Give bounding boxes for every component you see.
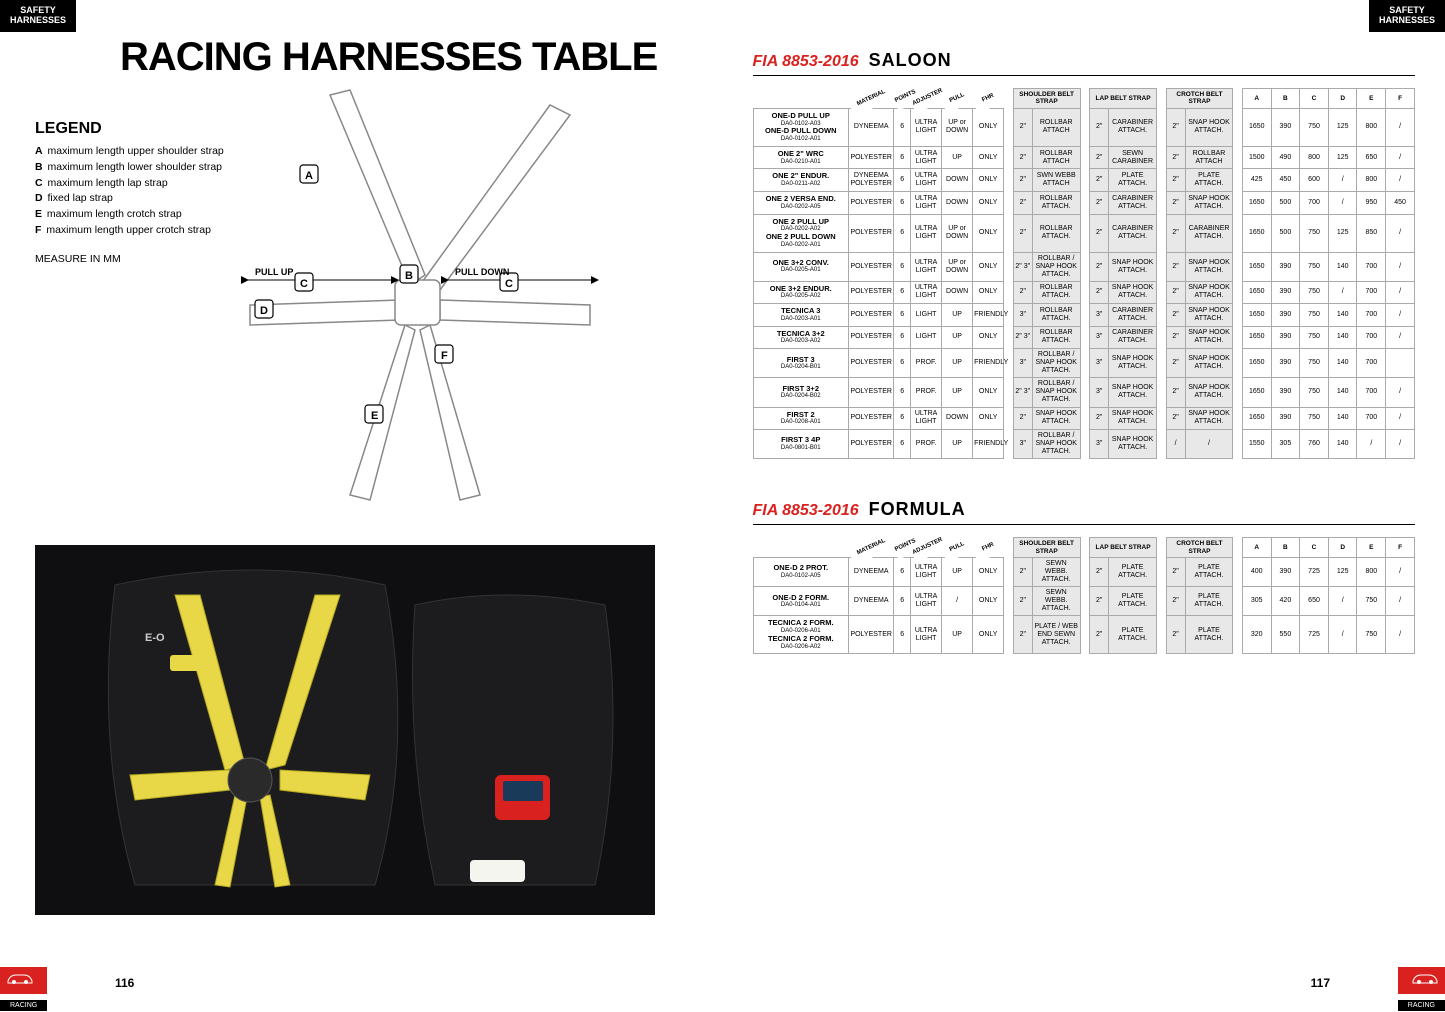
table-row: ONE 3+2 ENDUR.DA0-0205-A02POLYESTER6ULTR…: [753, 281, 1415, 304]
header-tab-left: SAFETYHARNESSES: [0, 0, 76, 32]
table-row: TECNICA 3DA0-0203-A01POLYESTER6LIGHTUPFR…: [753, 304, 1415, 327]
table-row: ONE-D 2 FORM.DA0-0104-A01DYNEEMA6ULTRA L…: [753, 587, 1415, 616]
racing-label: RACING: [1398, 1000, 1445, 1011]
car-icon: [0, 967, 47, 994]
page-number-right: 117: [1311, 976, 1330, 990]
svg-text:C: C: [300, 278, 308, 290]
formula-table: MATERIAL POINTS ADJUSTER PULL FHR SHOULD…: [753, 537, 1416, 654]
section-rule: [753, 75, 1416, 76]
svg-text:E-O: E-O: [145, 632, 165, 644]
table-row: FIRST 3 4PDA0-0801-B01POLYESTER6PROF.UPF…: [753, 430, 1415, 459]
table-row: ONE 2 PULL UPDA0-0202-A02ONE 2 PULL DOWN…: [753, 214, 1415, 252]
harness-diagram: A B C C D E F PULL UP PULL DOWN: [200, 75, 620, 505]
page-number-left: 116: [115, 976, 134, 990]
footer-left: RACING: [0, 967, 47, 1012]
svg-text:B: B: [405, 270, 413, 282]
fia-label: FIA 8853-2016: [753, 502, 859, 520]
racing-label: RACING: [0, 1000, 47, 1011]
page-right: SAFETYHARNESSES FIA 8853-2016 SALOON MAT…: [723, 0, 1445, 1012]
formula-header: FIA 8853-2016 FORMULA: [753, 499, 1416, 520]
svg-text:F: F: [441, 350, 448, 362]
table-row: ONE 2" ENDUR.DA0-0211-A02DYNEEMA POLYEST…: [753, 169, 1415, 192]
table-row: FIRST 3DA0-0204-B01POLYESTER6PROF.UPFRIE…: [753, 349, 1415, 378]
table-row: ONE-D PULL UPDA0-0102-A03ONE-D PULL DOWN…: [753, 108, 1415, 146]
table-row: TECNICA 2 FORM.DA0-0206-A01TECNICA 2 FOR…: [753, 616, 1415, 654]
saloon-header: FIA 8853-2016 SALOON: [753, 50, 1416, 71]
diagram-pull-down-label: PULL DOWN: [455, 267, 509, 277]
table-row: ONE 2 VERSA END.DA0-0202-A05POLYESTER6UL…: [753, 192, 1415, 215]
table-row: FIRST 2DA0-0208-A01POLYESTER6ULTRA LIGHT…: [753, 407, 1415, 430]
svg-text:C: C: [505, 278, 513, 290]
product-photo: E-O: [35, 545, 655, 915]
table-row: FIRST 3+2DA0-0204-B02POLYESTER6PROF.UPON…: [753, 378, 1415, 407]
header-tab-right: SAFETYHARNESSES: [1369, 0, 1445, 32]
svg-text:A: A: [305, 170, 313, 182]
main-title: RACING HARNESSES TABLE: [120, 35, 693, 80]
table-row: ONE 3+2 CONV.DA0-0205-A01POLYESTER6ULTRA…: [753, 252, 1415, 281]
diagram-pull-up-label: PULL UP: [255, 267, 293, 277]
footer-right: RACING: [1398, 967, 1445, 1012]
svg-text:D: D: [260, 305, 268, 317]
car-icon: [1398, 967, 1445, 994]
page-left: SAFETYHARNESSES RACING HARNESSES TABLE L…: [0, 0, 723, 1012]
saloon-category: SALOON: [869, 50, 952, 71]
saloon-table: MATERIAL POINTS ADJUSTER PULL FHR SHOULD…: [753, 88, 1416, 459]
formula-category: FORMULA: [869, 499, 966, 520]
table-row: ONE 2" WRCDA0-0210-A01POLYESTER6ULTRA LI…: [753, 146, 1415, 169]
section-rule: [753, 524, 1416, 525]
svg-text:E: E: [371, 410, 378, 422]
table-row: TECNICA 3+2DA0-0203-A02POLYESTER6LIGHTUP…: [753, 326, 1415, 349]
fia-label: FIA 8853-2016: [753, 53, 859, 71]
